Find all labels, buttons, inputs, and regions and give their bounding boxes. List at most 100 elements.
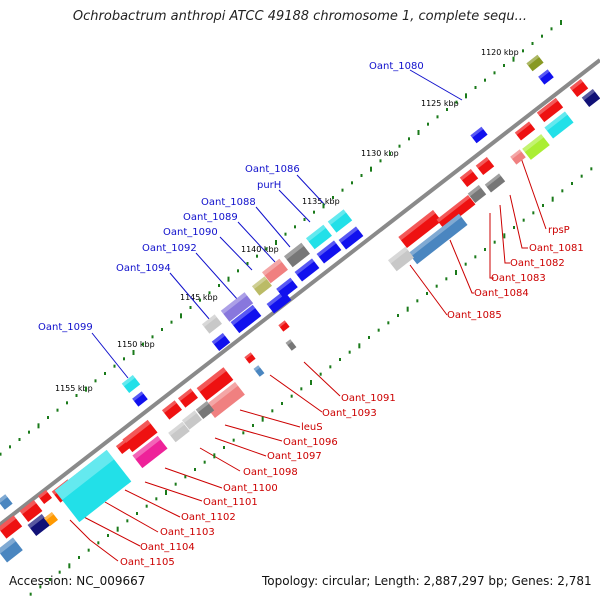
gene-block-body — [220, 292, 254, 322]
gene-block — [306, 224, 332, 250]
tick-dot — [123, 357, 125, 361]
tick-dot — [237, 269, 239, 273]
gene-block-body — [211, 332, 231, 352]
gene-label[interactable]: Oant_1088 — [201, 197, 256, 208]
gene-label[interactable]: leuS — [301, 422, 323, 433]
gene-block-body — [327, 209, 353, 233]
gene-label[interactable]: Oant_1089 — [183, 212, 238, 223]
leader-line — [449, 239, 474, 294]
leader-line — [237, 221, 276, 263]
leader-line — [509, 194, 528, 249]
gene-label[interactable]: Oant_1101 — [203, 497, 258, 508]
gene-blocks — [0, 54, 600, 563]
gene-block — [205, 381, 245, 419]
gene-block-body — [196, 367, 234, 401]
gene-label[interactable]: Oant_1091 — [341, 393, 396, 404]
gene-label[interactable]: Oant_1096 — [283, 437, 338, 448]
gene-block-highlight — [220, 292, 248, 315]
gene-block-highlight — [178, 388, 193, 402]
gene-block — [327, 209, 353, 233]
tick-dot — [29, 592, 32, 596]
gene-label[interactable]: Oant_1104 — [140, 542, 195, 553]
gene-label[interactable]: Oant_1098 — [243, 467, 298, 478]
tick-dot — [387, 321, 390, 325]
tick-dot — [408, 137, 410, 141]
gene-block — [278, 320, 290, 332]
gene-label[interactable]: Oant_1080 — [369, 61, 424, 72]
tick-dot — [47, 416, 49, 419]
gene-block-body — [0, 515, 23, 539]
gene-label[interactable]: Oant_1082 — [510, 258, 565, 269]
gene-block-body — [522, 134, 550, 160]
gene-block-highlight — [475, 156, 490, 169]
gene-block-highlight — [19, 499, 37, 515]
tick-dot — [218, 284, 220, 287]
gene-block — [526, 54, 544, 72]
gene-block-highlight — [211, 332, 226, 345]
gene-block-highlight — [230, 304, 256, 326]
leader-line — [69, 519, 119, 562]
gene-block — [0, 494, 13, 510]
tick-dot — [213, 453, 216, 459]
gene-label[interactable]: Oant_1084 — [474, 288, 529, 299]
tick-dot — [281, 402, 283, 405]
tick-dot — [532, 211, 535, 215]
gene-label[interactable]: Oant_1105 — [120, 557, 175, 568]
gene-label[interactable]: Oant_1094 — [116, 263, 171, 274]
gene-block — [510, 149, 526, 165]
leader-line — [303, 361, 341, 397]
gene-label[interactable]: rpsP — [548, 225, 570, 236]
leader-line — [489, 213, 494, 279]
gene-block-highlight — [327, 209, 347, 225]
gene-label[interactable]: Oant_1100 — [223, 483, 278, 494]
gene-block — [0, 537, 23, 563]
gene-label[interactable]: Oant_1099 — [38, 322, 93, 333]
gene-block — [408, 213, 468, 265]
tick-dot — [208, 291, 211, 295]
gene-label[interactable]: Oant_1093 — [322, 408, 377, 419]
gene-label[interactable]: Oant_1102 — [181, 512, 236, 523]
gene-block-highlight — [470, 126, 484, 138]
gene-label[interactable]: Oant_1081 — [529, 243, 584, 254]
gene-block-body — [514, 121, 536, 141]
gene-block — [294, 258, 320, 282]
tick-dot — [180, 313, 182, 319]
tick-dot — [0, 452, 2, 456]
gene-block — [27, 513, 51, 537]
gene-label[interactable]: purH — [257, 180, 281, 191]
gene-label[interactable]: Oant_1097 — [267, 451, 322, 462]
tick-dot — [522, 49, 524, 53]
gene-block — [253, 365, 265, 377]
gene-block-body — [484, 173, 506, 193]
leader-line — [499, 204, 510, 264]
gene-block — [285, 339, 297, 351]
gene-block-highlight — [398, 209, 436, 241]
tick-dot — [416, 299, 419, 303]
tick-label: 1130 kbp — [361, 149, 399, 158]
gene-label[interactable]: Oant_1090 — [163, 227, 218, 238]
gene-block-highlight — [37, 489, 48, 499]
gene-label[interactable]: Oant_1085 — [447, 310, 502, 321]
gene-block-body — [526, 54, 544, 72]
tick-dot — [464, 262, 467, 266]
gene-label[interactable]: Oant_1083 — [491, 273, 546, 284]
gene-label[interactable]: Oant_1103 — [160, 527, 215, 538]
gene-label[interactable]: Oant_1086 — [245, 164, 300, 175]
tick-dot — [132, 350, 135, 355]
gene-block — [115, 439, 131, 455]
tick-dot — [174, 482, 177, 486]
gene-label[interactable]: Oant_1092 — [142, 243, 197, 254]
gene-block-highlight — [285, 339, 293, 346]
tick-dot — [151, 335, 154, 339]
gene-block-highlight — [338, 226, 359, 243]
gene-block-body — [408, 213, 468, 265]
bottom-gene-labels: rpsP Oant_1081 Oant_1082 Oant_1083 Oant_… — [120, 225, 584, 568]
gene-block — [470, 126, 488, 144]
tick-dot — [389, 152, 391, 155]
tick-dot — [319, 372, 322, 376]
gene-block — [388, 246, 414, 272]
gene-block-highlight — [510, 149, 522, 160]
gene-block-body — [306, 224, 332, 250]
tick-dot — [246, 262, 249, 265]
leader-line — [239, 409, 301, 428]
